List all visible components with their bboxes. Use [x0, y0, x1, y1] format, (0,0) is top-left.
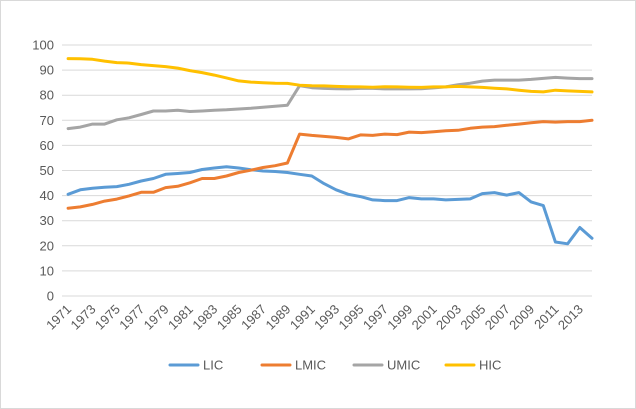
series-line-lic — [66, 165, 594, 246]
series-line-umic — [66, 75, 594, 131]
y-tick-label: 10 — [40, 263, 54, 278]
y-axis-tick-labels: 0 10 20 30 40 50 60 70 80 90 100 — [32, 38, 54, 304]
y-tick-label: 60 — [40, 138, 54, 153]
legend: LIC LMIC UMIC HIC — [168, 358, 501, 373]
y-tick-label: 50 — [40, 163, 54, 178]
legend-label: HIC — [479, 358, 501, 373]
legend-label: LMIC — [295, 358, 326, 373]
legend-label: LIC — [203, 358, 223, 373]
legend-item-umic: UMIC — [352, 358, 420, 373]
y-tick-label: 90 — [40, 63, 54, 78]
legend-item-hic: HIC — [444, 358, 501, 373]
y-tick-label: 40 — [40, 188, 54, 203]
y-tick-label: 70 — [40, 113, 54, 128]
gridlines — [62, 44, 592, 297]
series-line-hic — [66, 57, 594, 94]
y-tick-label: 80 — [40, 88, 54, 103]
y-tick-label: 100 — [32, 38, 54, 53]
series-lines — [66, 57, 594, 246]
y-tick-label: 0 — [47, 289, 54, 304]
legend-item-lic: LIC — [168, 358, 223, 373]
series-line-lmic — [66, 118, 594, 210]
legend-label: UMIC — [387, 358, 420, 373]
y-tick-label: 30 — [40, 213, 54, 228]
y-tick-label: 20 — [40, 238, 54, 253]
legend-item-lmic: LMIC — [260, 358, 326, 373]
